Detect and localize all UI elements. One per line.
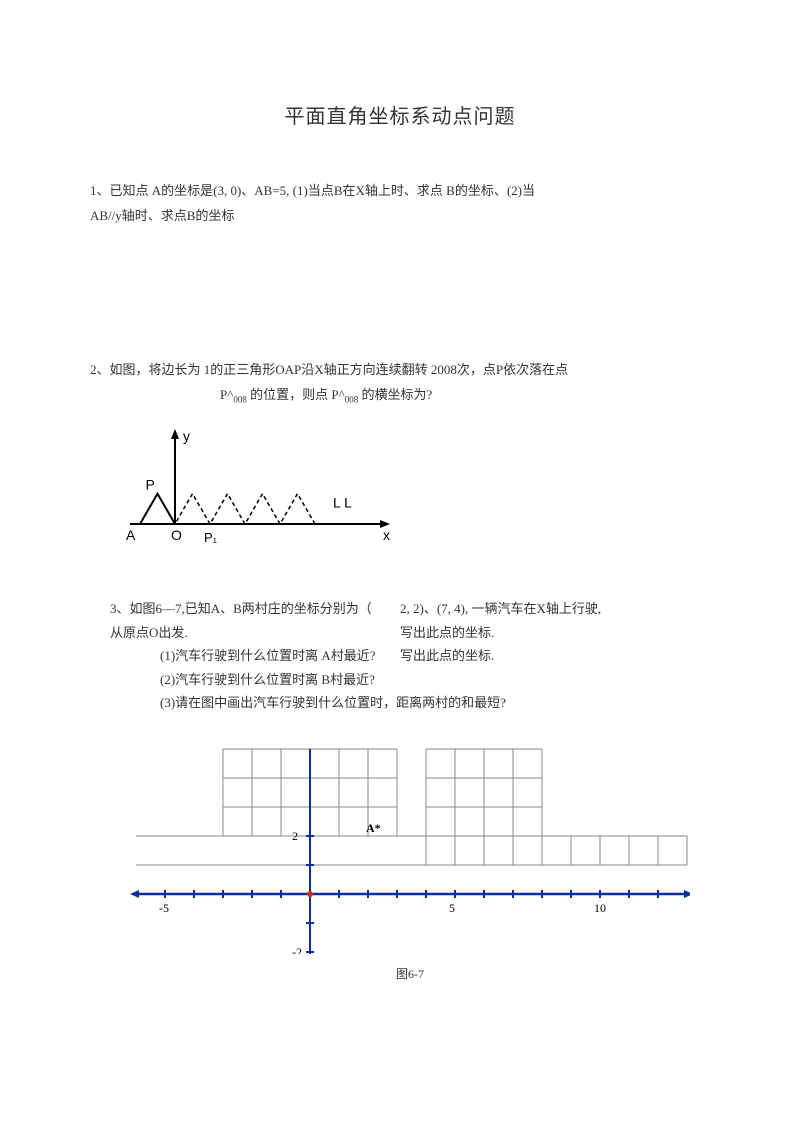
question-2: 2、如图，将边长为 1的正三角形OAP沿X轴正方向连续翻转 2008次，点P依次… — [90, 358, 710, 567]
svg-text:A*: A* — [366, 821, 381, 835]
q3-line2-right: 写出此点的坐标. — [400, 621, 710, 644]
svg-text:A: A — [126, 527, 136, 543]
question-3: 3、如图6—7,已知A、B两村庄的坐标分别为（ 2, 2)、(7, 4), 一辆… — [90, 597, 710, 985]
q3-diagram: 5 10 -5 2 -2 A* 图6-7 — [110, 744, 710, 985]
svg-text:L L: L L — [333, 494, 352, 510]
q2-line1: 2、如图，将边长为 1的正三角形OAP沿X轴正方向连续翻转 2008次，点P依次… — [90, 358, 710, 383]
q2-line2: P^008 的位置，则点 P^008 的横坐标为? — [90, 383, 710, 409]
q2-diagram: y x P A O P₁ L L — [115, 419, 710, 568]
q3-sub3: (3)请在图中画出汽车行驶到什么位置时，距离两村的和最短? — [110, 691, 710, 714]
q1-line1: 1、已知点 A的坐标是(3, 0)、AB=5, (1)当点B在X轴上时、求点 B… — [90, 179, 710, 204]
q3-sub1: (1)汽车行驶到什么位置时离 A村最近? — [110, 644, 400, 667]
svg-text:2: 2 — [292, 829, 298, 843]
figure-caption: 图6-7 — [110, 964, 710, 986]
q3-line1-right: 2, 2)、(7, 4), 一辆汽车在X轴上行驶, — [400, 597, 710, 620]
svg-text:P: P — [146, 476, 155, 492]
q3-line2-left: 从原点O出发. — [110, 621, 400, 644]
svg-text:-2: -2 — [292, 945, 302, 954]
svg-text:y: y — [183, 428, 190, 444]
svg-text:5: 5 — [449, 901, 455, 915]
q1-line2: AB//y轴时、求点B的坐标 — [90, 204, 710, 229]
svg-text:10: 10 — [594, 901, 606, 915]
svg-text:-5: -5 — [159, 901, 169, 915]
svg-text:P₁: P₁ — [204, 530, 218, 545]
q3-line1-left: 3、如图6—7,已知A、B两村庄的坐标分别为（ — [110, 597, 400, 620]
q3-sub2: (2)汽车行驶到什么位置时离 B村最近? — [110, 668, 710, 691]
page-title: 平面直角坐标系动点问题 — [90, 100, 710, 129]
svg-text:O: O — [171, 527, 182, 543]
question-1: 1、已知点 A的坐标是(3, 0)、AB=5, (1)当点B在X轴上时、求点 B… — [90, 179, 710, 228]
svg-text:x: x — [383, 527, 390, 543]
q3-sub1-right: 写出此点的坐标. — [400, 644, 710, 667]
